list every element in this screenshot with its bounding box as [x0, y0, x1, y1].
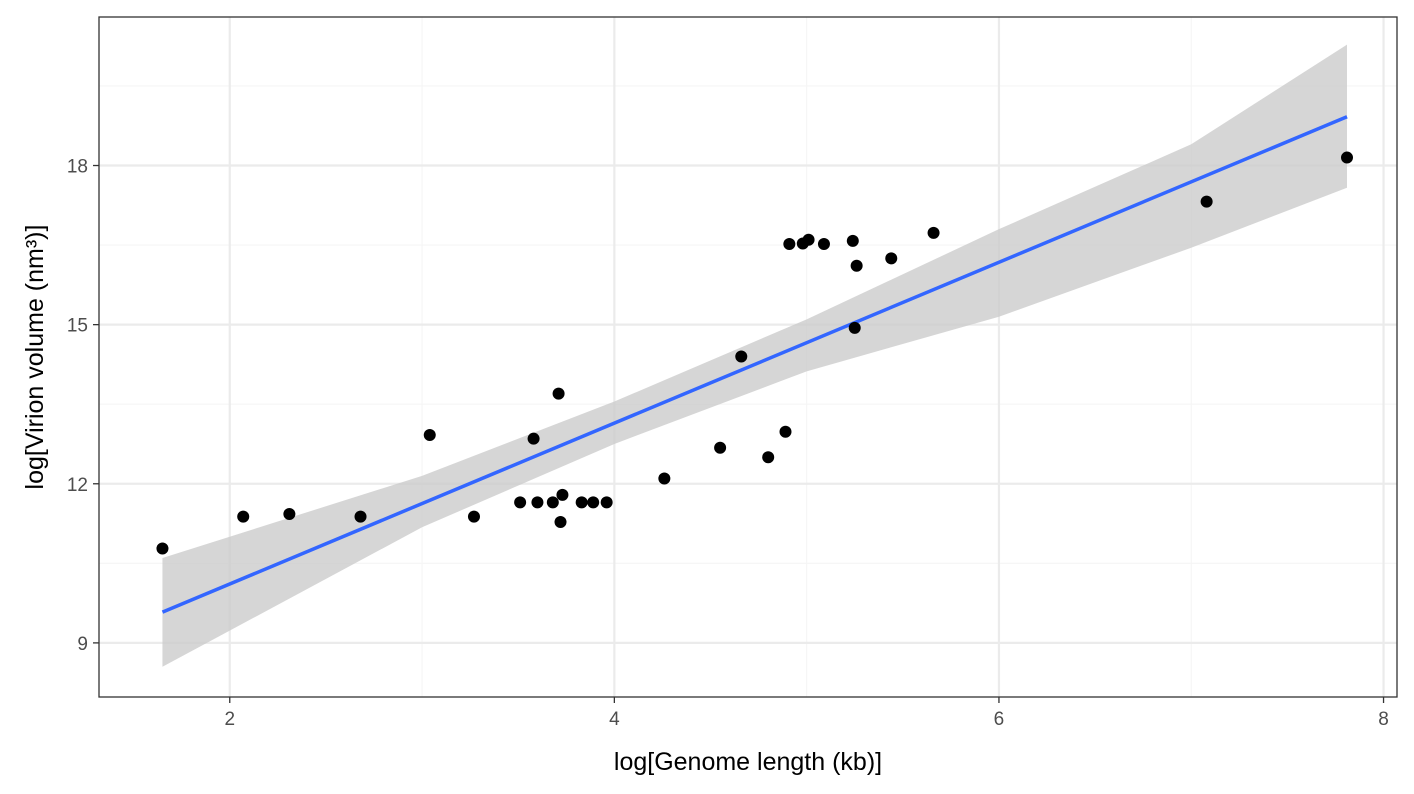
data-point: [552, 387, 565, 400]
data-point: [927, 226, 940, 239]
data-point: [1341, 151, 1354, 164]
data-point: [531, 496, 544, 509]
y-tick-label: 12: [67, 475, 88, 496]
data-point: [156, 542, 169, 555]
y-tick-label: 15: [67, 316, 88, 337]
data-point: [1200, 195, 1213, 208]
grid: [99, 17, 1397, 697]
data-point: [600, 496, 613, 509]
data-point: [783, 238, 796, 251]
data-point: [735, 350, 748, 363]
data-point: [283, 508, 296, 521]
data-point: [546, 496, 559, 509]
data-point: [817, 238, 830, 251]
data-point: [848, 321, 861, 334]
y-tick-label: 9: [77, 634, 88, 655]
y-axis-title: log[Virion volume (nm³)]: [21, 225, 49, 490]
data-point: [527, 432, 540, 445]
x-axis-title: log[Genome length (kb)]: [614, 748, 882, 776]
data-point: [514, 496, 527, 509]
data-point: [237, 510, 250, 523]
data-point: [714, 441, 727, 454]
axes: 2 4 6 8 9 12 15 18: [67, 157, 1389, 730]
x-tick-label: 8: [1378, 709, 1389, 730]
confidence-band: [162, 44, 1348, 667]
data-point: [354, 510, 367, 523]
fit-line-layer: [161, 115, 1348, 614]
data-point: [658, 472, 671, 485]
data-point: [802, 233, 815, 246]
data-point: [423, 428, 436, 441]
data-point: [554, 515, 567, 528]
x-tick-label: 6: [994, 709, 1005, 730]
data-point: [885, 252, 898, 265]
data-point: [779, 425, 792, 438]
data-point: [575, 496, 588, 509]
data-point: [556, 488, 569, 501]
fit-line: [161, 115, 1348, 614]
y-tick-label: 18: [67, 157, 88, 178]
data-point: [762, 451, 775, 464]
panel-border: [98, 16, 1398, 698]
data-points: [156, 151, 1354, 555]
data-point: [587, 496, 600, 509]
x-tick-label: 2: [224, 709, 235, 730]
data-point: [846, 234, 859, 247]
x-tick-label: 4: [609, 709, 620, 730]
confidence-band-layer: [162, 44, 1348, 667]
data-point: [850, 259, 863, 272]
data-point: [467, 510, 480, 523]
